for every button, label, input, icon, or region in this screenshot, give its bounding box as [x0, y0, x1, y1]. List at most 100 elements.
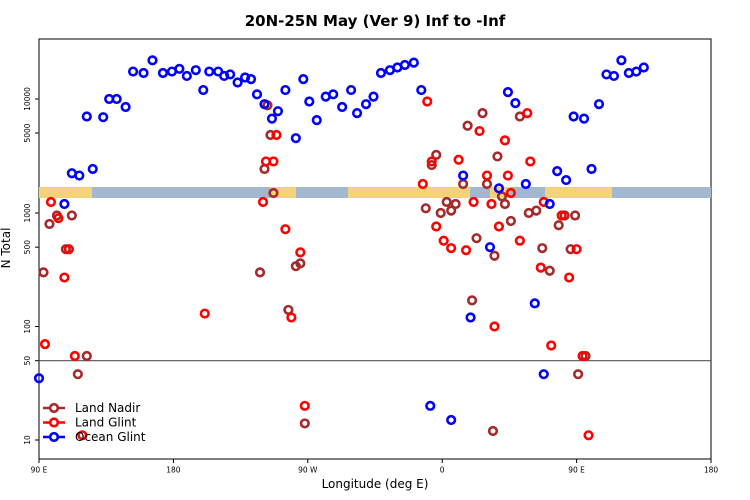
y-axis-label: N Total	[0, 228, 13, 269]
ocean-glint-point	[360, 99, 372, 110]
ocean-glint-point	[616, 55, 627, 66]
land-nadir-point	[471, 233, 482, 244]
legend-label: Land Nadir	[75, 401, 140, 415]
ocean-glint-point	[502, 87, 514, 98]
ocean-glint-point	[138, 67, 149, 79]
land-glint-point	[564, 272, 575, 283]
land-nadir-point	[420, 203, 431, 214]
land-glint-point	[525, 156, 536, 167]
land-nadir-point	[72, 369, 83, 380]
land-nadir-point	[492, 151, 503, 162]
ocean-glint-point	[375, 67, 387, 79]
land-glint-point	[271, 129, 282, 141]
land-segment	[348, 187, 470, 198]
ocean-glint-point	[198, 84, 209, 96]
land-nadir-point	[481, 178, 493, 190]
land-glint-point	[53, 213, 64, 224]
x-tick-label: 90 E	[31, 466, 48, 475]
ocean-glint-point	[538, 369, 549, 380]
land-glint-point	[481, 170, 493, 181]
ocean-glint-point	[266, 113, 278, 124]
ocean-glint-point	[484, 242, 496, 253]
ocean-glint-point	[304, 96, 315, 107]
land-glint-point	[431, 221, 442, 232]
land-glint-point	[438, 235, 449, 246]
land-glint-point	[69, 350, 80, 362]
land-nadir-point	[499, 198, 511, 210]
land-nadir-point	[268, 187, 279, 199]
land-glint-point	[468, 196, 479, 208]
land-nadir-point	[544, 265, 555, 276]
land-glint-point	[295, 247, 306, 258]
land-glint-point	[460, 245, 472, 256]
ocean-glint-point	[608, 70, 620, 82]
land-glint-point	[583, 430, 594, 441]
ocean-glint-point	[259, 99, 270, 110]
ocean-glint-point	[74, 170, 85, 181]
ocean-glint-point	[190, 65, 201, 76]
land-glint-point	[63, 244, 74, 255]
legend-label: Ocean Glint	[75, 430, 146, 444]
ocean-glint-point	[561, 174, 572, 186]
y-tick-label: 1000	[23, 203, 32, 222]
y-tick-label: 500	[23, 240, 32, 255]
ocean-glint-point	[552, 165, 563, 177]
land-nadir-point	[265, 129, 276, 141]
land-nadir-point	[565, 244, 576, 255]
land-nadir-point	[553, 220, 564, 231]
ocean-glint-point	[346, 84, 357, 96]
land-nadir-point	[487, 425, 499, 437]
land-glint-point	[257, 196, 269, 208]
ocean-glint-point	[458, 170, 469, 181]
ocean-glint-point	[59, 198, 70, 210]
ocean-glint-point	[510, 97, 521, 109]
ocean-glint-point	[127, 66, 139, 77]
land-nadir-point	[489, 250, 500, 261]
land-nadir-point	[81, 350, 92, 362]
land-nadir-point	[572, 369, 584, 380]
land-glint-point	[489, 321, 500, 332]
land-glint-point	[286, 312, 297, 323]
ocean-glint-point	[232, 77, 243, 88]
land-nadir-point	[477, 108, 488, 119]
land-glint-point	[453, 154, 464, 165]
land-nadir-point	[570, 210, 581, 221]
y-tick-label: 10000	[23, 87, 32, 111]
land-nadir-point	[66, 210, 77, 221]
land-nadir-point	[44, 218, 55, 230]
land-segment	[545, 187, 612, 198]
land-segment	[39, 187, 92, 198]
land-glint-point	[45, 196, 57, 208]
plot-frame	[38, 38, 712, 460]
x-tick-label: 90 E	[568, 466, 585, 475]
land-nadir-point	[537, 243, 548, 254]
x-tick-label: 180	[704, 466, 719, 475]
ocean-glint-point	[529, 298, 540, 309]
land-glint-point	[199, 308, 210, 319]
y-tick-label: 5000	[23, 123, 32, 142]
land-glint-point	[522, 108, 533, 119]
land-nadir-point	[431, 149, 442, 160]
land-glint-point	[514, 235, 525, 246]
ocean-glint-point	[245, 74, 257, 85]
land-glint-point	[571, 244, 582, 255]
ocean-glint-point	[87, 163, 98, 175]
ocean-glint-point	[399, 59, 410, 71]
chart-title: 20N-25N May (Ver 9) Inf to -Inf	[245, 12, 506, 30]
ocean-glint-point	[578, 113, 590, 124]
x-tick-label: 180	[166, 466, 181, 475]
ocean-glint-point	[111, 93, 122, 105]
land-glint-point	[422, 96, 433, 107]
ocean-glint-point	[416, 84, 427, 96]
land-nadir-point	[531, 205, 542, 216]
land-nadir-point	[295, 258, 306, 269]
land-glint-point	[493, 221, 505, 232]
coastline-band	[39, 187, 711, 198]
land-glint-point	[299, 400, 310, 411]
y-tick-label: 50	[23, 356, 32, 366]
ocean-glint-point	[174, 63, 185, 74]
y-tick-label: 100	[23, 319, 32, 334]
ocean-glint-point	[520, 178, 531, 190]
x-axis-label: Longitude (deg E)	[322, 477, 429, 491]
land-glint-point	[446, 243, 457, 254]
